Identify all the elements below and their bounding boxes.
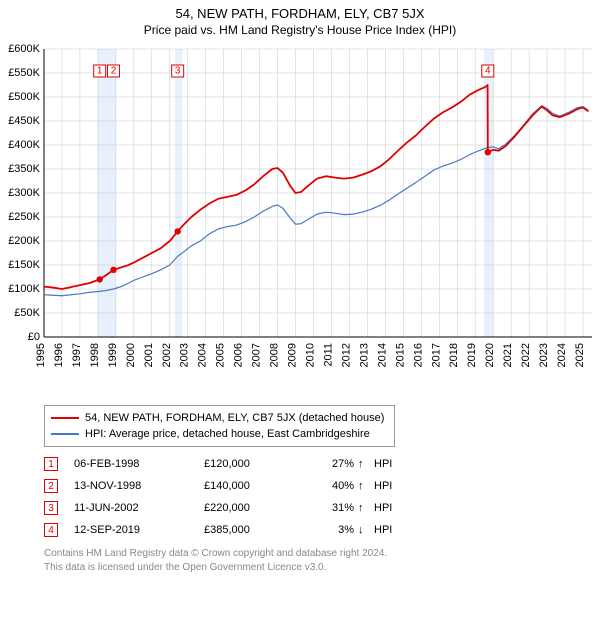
transaction-date: 13-NOV-1998 (74, 480, 204, 492)
transaction-dot (96, 276, 102, 282)
footer-line-2: This data is licensed under the Open Gov… (44, 561, 600, 575)
svg-text:2017: 2017 (430, 343, 442, 367)
transaction-num-box: 2 (44, 479, 58, 493)
transaction-marker-num: 4 (485, 66, 491, 77)
transaction-row: 4 12-SEP-2019£385,0003%↓HPI (44, 519, 600, 541)
transaction-row: 1 06-FEB-1998£120,00027%↑HPI (44, 453, 600, 475)
svg-text:2003: 2003 (179, 343, 191, 367)
svg-text:2008: 2008 (269, 343, 281, 367)
up-arrow-icon: ↑ (354, 458, 374, 470)
footer-line-1: Contains HM Land Registry data © Crown c… (44, 547, 600, 561)
transaction-vs: HPI (374, 480, 414, 492)
footer-attribution: Contains HM Land Registry data © Crown c… (44, 547, 600, 574)
svg-text:£450K: £450K (8, 115, 40, 127)
svg-text:2004: 2004 (197, 343, 209, 367)
svg-text:£100K: £100K (8, 283, 40, 295)
chart-subtitle: Price paid vs. HM Land Registry's House … (0, 23, 600, 37)
transaction-marker-num: 3 (175, 66, 181, 77)
svg-text:1995: 1995 (35, 343, 47, 367)
legend-swatch (51, 433, 79, 435)
transaction-num-box: 3 (44, 501, 58, 515)
svg-text:£150K: £150K (8, 259, 40, 271)
svg-text:2018: 2018 (448, 343, 460, 367)
transaction-date: 12-SEP-2019 (74, 524, 204, 536)
transaction-num-box: 4 (44, 523, 58, 537)
svg-text:£250K: £250K (8, 211, 40, 223)
svg-text:£550K: £550K (8, 67, 40, 79)
svg-text:£350K: £350K (8, 163, 40, 175)
svg-text:2011: 2011 (322, 343, 334, 367)
svg-text:2020: 2020 (484, 343, 496, 367)
transaction-date: 06-FEB-1998 (74, 458, 204, 470)
svg-text:1998: 1998 (89, 343, 101, 367)
svg-text:2024: 2024 (556, 343, 568, 367)
svg-text:£400K: £400K (8, 139, 40, 151)
transaction-vs: HPI (374, 524, 414, 536)
svg-text:2007: 2007 (251, 343, 263, 367)
price-chart: £0 £50K £100K £150K £200K £250K £300K £350K £400… (0, 37, 600, 397)
svg-text:2015: 2015 (394, 343, 406, 367)
svg-text:2016: 2016 (412, 343, 424, 367)
transactions-table: 106-FEB-1998£120,00027%↑HPI213-NOV-1998£… (44, 453, 600, 541)
svg-text:2009: 2009 (287, 343, 299, 367)
svg-text:2022: 2022 (520, 343, 532, 367)
down-arrow-icon: ↓ (354, 524, 374, 536)
svg-text:2010: 2010 (305, 343, 317, 367)
svg-text:1996: 1996 (53, 343, 65, 367)
chart-title-address: 54, NEW PATH, FORDHAM, ELY, CB7 5JX (0, 6, 600, 21)
svg-text:£50K: £50K (14, 307, 40, 319)
svg-text:£500K: £500K (8, 91, 40, 103)
transaction-dot (110, 267, 116, 273)
transaction-vs: HPI (374, 458, 414, 470)
svg-text:2002: 2002 (161, 343, 173, 367)
transaction-pct: 31% (304, 502, 354, 514)
transaction-row: 2 13-NOV-1998£140,00040%↑HPI (44, 475, 600, 497)
legend-label: HPI: Average price, detached house, East… (85, 428, 370, 440)
legend-label: 54, NEW PATH, FORDHAM, ELY, CB7 5JX (det… (85, 412, 384, 424)
transaction-dot (485, 149, 491, 155)
svg-text:£600K: £600K (8, 43, 40, 55)
transaction-price: £385,000 (204, 524, 304, 536)
svg-text:1997: 1997 (71, 343, 83, 367)
transaction-date: 11-JUN-2002 (74, 502, 204, 514)
legend-item: 54, NEW PATH, FORDHAM, ELY, CB7 5JX (det… (51, 410, 384, 426)
transaction-vs: HPI (374, 502, 414, 514)
svg-text:£0: £0 (28, 331, 40, 343)
svg-text:2012: 2012 (340, 343, 352, 367)
transaction-dot (174, 228, 180, 234)
svg-text:2019: 2019 (466, 343, 478, 367)
svg-text:2001: 2001 (143, 343, 155, 367)
transaction-price: £140,000 (204, 480, 304, 492)
svg-text:2006: 2006 (233, 343, 245, 367)
svg-text:2013: 2013 (358, 343, 370, 367)
svg-text:2021: 2021 (502, 343, 514, 367)
svg-text:£200K: £200K (8, 235, 40, 247)
up-arrow-icon: ↑ (354, 480, 374, 492)
transaction-num-box: 1 (44, 457, 58, 471)
transaction-price: £220,000 (204, 502, 304, 514)
legend-swatch (51, 417, 79, 419)
transaction-marker-num: 1 (97, 66, 103, 77)
legend-item: HPI: Average price, detached house, East… (51, 426, 384, 442)
transaction-row: 3 11-JUN-2002£220,00031%↑HPI (44, 497, 600, 519)
svg-text:2014: 2014 (376, 343, 388, 367)
transaction-pct: 3% (304, 524, 354, 536)
svg-text:2023: 2023 (538, 343, 550, 367)
transaction-pct: 40% (304, 480, 354, 492)
svg-text:2025: 2025 (574, 343, 586, 367)
svg-text:1999: 1999 (107, 343, 119, 367)
transaction-pct: 27% (304, 458, 354, 470)
svg-text:£300K: £300K (8, 187, 40, 199)
transaction-marker-num: 2 (111, 66, 117, 77)
transaction-price: £120,000 (204, 458, 304, 470)
up-arrow-icon: ↑ (354, 502, 374, 514)
svg-text:2000: 2000 (125, 343, 137, 367)
legend: 54, NEW PATH, FORDHAM, ELY, CB7 5JX (det… (44, 405, 395, 447)
svg-text:2005: 2005 (215, 343, 227, 367)
